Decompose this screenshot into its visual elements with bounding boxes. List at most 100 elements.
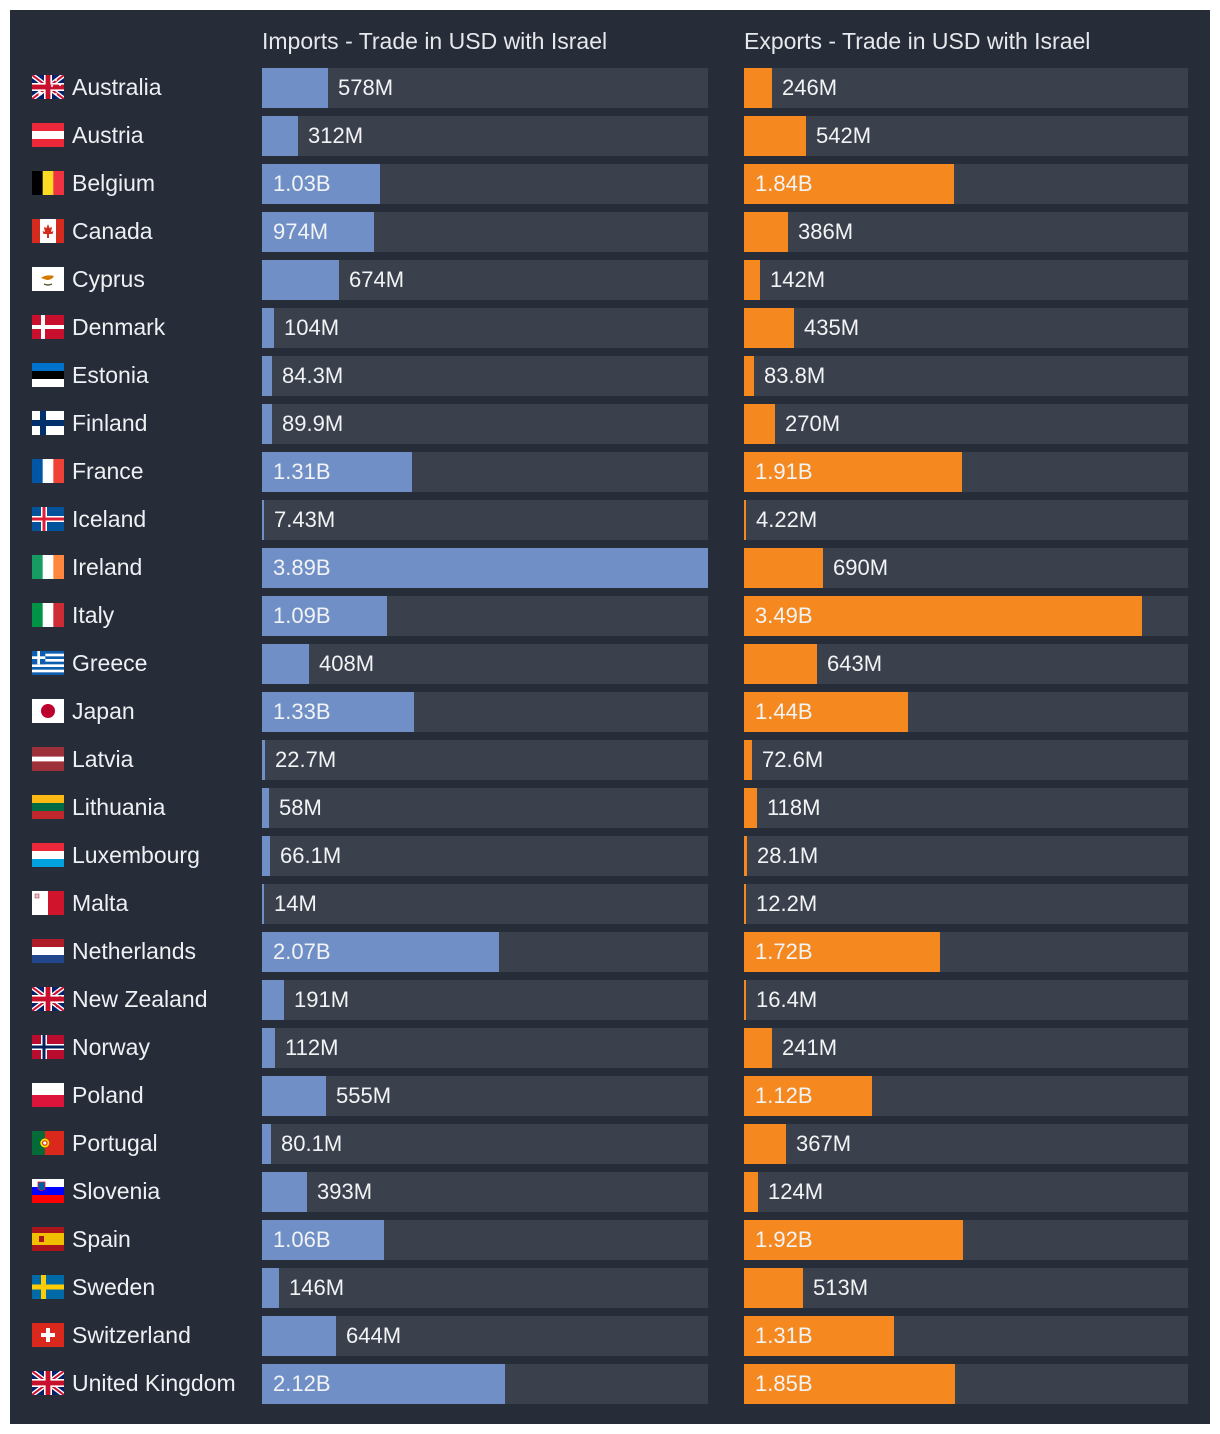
exports-value-label: 386M: [798, 219, 854, 244]
exports-bar-track: 1.12B: [744, 1076, 1188, 1116]
imports-bar-track: 674M: [262, 260, 708, 300]
exports-bar: [744, 1172, 758, 1212]
imports-bar: [262, 1076, 326, 1116]
imports-bar-track: 89.9M: [262, 404, 708, 444]
chart-row: Australia 578M 246M: [10, 68, 1210, 108]
imports-bar: [262, 1364, 505, 1404]
imports-bar: [262, 404, 272, 444]
exports-bar: [744, 932, 940, 972]
exports-bar-track: 142M: [744, 260, 1188, 300]
australia-flag-icon: [32, 75, 64, 99]
slovenia-flag-icon: [32, 1179, 64, 1203]
imports-value-label: 393M: [317, 1179, 373, 1204]
exports-bar: [744, 356, 754, 396]
chart-row: Finland 89.9M 270M: [10, 404, 1210, 444]
exports-bar-track: 3.49B: [744, 596, 1188, 636]
imports-value-label: 104M: [284, 315, 340, 340]
exports-value-label: 83.8M: [764, 363, 826, 388]
imports-value-label: 146M: [289, 1275, 345, 1300]
country-label: Luxembourg: [72, 842, 200, 868]
netherlands-flag-icon: [32, 939, 64, 963]
imports-bar: [262, 1220, 384, 1260]
exports-bar-track: 1.92B: [744, 1220, 1188, 1260]
imports-bar-track: 14M: [262, 884, 708, 924]
exports-bar-track: 643M: [744, 644, 1188, 684]
sweden-flag-icon: [32, 1275, 64, 1299]
country-label: Iceland: [72, 506, 147, 532]
imports-bar: [262, 1316, 336, 1356]
imports-bar: [262, 1124, 271, 1164]
imports-bar-track: 112M: [262, 1028, 708, 1068]
exports-value-label: 1.92B: [755, 1227, 813, 1252]
imports-bar-track: 3.89B: [262, 548, 708, 588]
new-zealand-flag-icon: [32, 987, 64, 1011]
exports-bar-track: 12.2M: [744, 884, 1188, 924]
exports-bar-track: 386M: [744, 212, 1188, 252]
imports-bar: [262, 68, 328, 108]
exports-bar: [744, 884, 746, 924]
imports-value-label: 22.7M: [275, 747, 337, 772]
chart-row: Belgium 1.03B 1.84B: [10, 164, 1210, 204]
country-label: Ireland: [72, 554, 143, 580]
chart-row: Poland 555M 1.12B: [10, 1076, 1210, 1116]
exports-bar-track: 4.22M: [744, 500, 1188, 540]
exports-bar: [744, 692, 908, 732]
imports-bar: [262, 692, 414, 732]
exports-value-label: 643M: [827, 651, 883, 676]
imports-value-label: 1.31B: [273, 459, 331, 484]
chart-row: Austria 312M 542M: [10, 116, 1210, 156]
exports-bar: [744, 740, 752, 780]
imports-bar-track: 1.33B: [262, 692, 708, 732]
exports-value-label: 28.1M: [757, 843, 819, 868]
exports-bar-track: 690M: [744, 548, 1188, 588]
imports-value-label: 3.89B: [273, 555, 331, 580]
imports-bar: [262, 452, 412, 492]
exports-bar-track: 72.6M: [744, 740, 1188, 780]
italy-flag-icon: [32, 603, 64, 627]
exports-value-label: 1.84B: [755, 171, 813, 196]
imports-bar: [262, 836, 270, 876]
exports-bar-track: 241M: [744, 1028, 1188, 1068]
imports-value-label: 644M: [346, 1323, 402, 1348]
country-label: Poland: [72, 1082, 144, 1108]
exports-value-label: 1.72B: [755, 939, 813, 964]
country-label: Cyprus: [72, 266, 145, 292]
imports-value-label: 974M: [273, 219, 329, 244]
lithuania-flag-icon: [32, 795, 64, 819]
exports-value-label: 1.31B: [755, 1323, 813, 1348]
imports-value-label: 112M: [285, 1035, 339, 1060]
chart-row: Canada 974M 386M: [10, 212, 1210, 252]
country-label: Lithuania: [72, 794, 166, 820]
iceland-flag-icon: [32, 507, 64, 531]
imports-bar-track: 146M: [262, 1268, 708, 1308]
imports-bar-track: 2.07B: [262, 932, 708, 972]
imports-bar: [262, 356, 272, 396]
exports-bar: [744, 836, 747, 876]
exports-value-label: 1.85B: [755, 1371, 813, 1396]
exports-bar-track: 1.91B: [744, 452, 1188, 492]
imports-bar: [262, 212, 374, 252]
chart-row: New Zealand 191M 16.4M: [10, 980, 1210, 1020]
exports-bar-track: 1.44B: [744, 692, 1188, 732]
chart-row: Malta 14M 12.2M: [10, 884, 1210, 924]
imports-bar: [262, 116, 298, 156]
exports-bar: [744, 116, 806, 156]
exports-bar: [744, 596, 1142, 636]
imports-bar-track: 1.03B: [262, 164, 708, 204]
country-label: Netherlands: [72, 938, 197, 964]
exports-bar: [744, 548, 823, 588]
finland-flag-icon: [32, 411, 64, 435]
exports-bar: [744, 644, 817, 684]
austria-flag-icon: [32, 123, 64, 147]
chart-row: Cyprus 674M 142M: [10, 260, 1210, 300]
imports-bar-track: 66.1M: [262, 836, 708, 876]
country-label: France: [72, 458, 144, 484]
imports-bar-track: 974M: [262, 212, 708, 252]
exports-bar: [744, 1316, 894, 1356]
chart-row: Greece 408M 643M: [10, 644, 1210, 684]
imports-bar: [262, 500, 264, 540]
imports-bar: [262, 164, 380, 204]
exports-value-label: 241M: [782, 1035, 838, 1060]
united-kingdom-flag-icon: [32, 1371, 64, 1395]
exports-bar: [744, 1076, 872, 1116]
